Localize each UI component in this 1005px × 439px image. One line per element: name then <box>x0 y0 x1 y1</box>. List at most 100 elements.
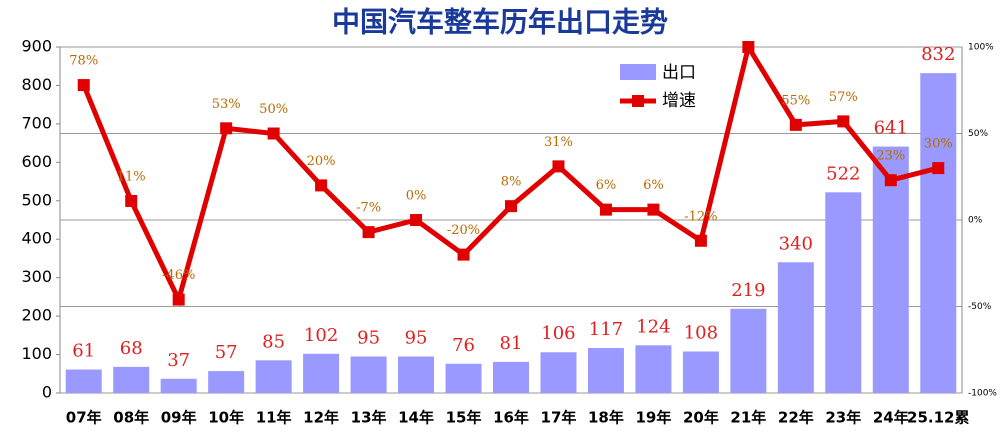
growth-marker <box>837 115 850 128</box>
chart-title: 中国汽车整车历年出口走势 <box>332 6 668 39</box>
bar <box>445 363 482 393</box>
bar-value-label: 219 <box>731 280 765 301</box>
y-tick-label: 400 <box>21 229 52 248</box>
y-tick-label: 500 <box>21 190 52 209</box>
growth-label: 50% <box>259 102 288 117</box>
x-tick-label: 20年 <box>683 409 719 427</box>
bar-value-label: 117 <box>589 319 623 340</box>
bar-value-label: 57 <box>215 342 238 363</box>
growth-label: 57% <box>829 90 858 105</box>
x-tick-label: 15年 <box>446 409 482 427</box>
growth-label: 20% <box>307 154 336 169</box>
y-tick-label: 900 <box>21 37 52 56</box>
x-tick-label: 09年 <box>161 409 197 427</box>
y2-tick-label: 100% <box>968 43 994 53</box>
y-tick-label: 800 <box>21 75 52 94</box>
growth-label: 23% <box>876 149 905 164</box>
x-tick-label: 25.12累 <box>907 409 969 427</box>
growth-marker <box>362 226 375 239</box>
x-tick-label: 10年 <box>208 409 244 427</box>
growth-marker <box>77 79 90 92</box>
x-tick-label: 08年 <box>113 409 149 427</box>
bar <box>398 356 435 393</box>
x-tick-label: 13年 <box>351 409 387 427</box>
bar <box>65 369 102 393</box>
growth-marker <box>552 160 565 173</box>
bar <box>587 348 624 393</box>
y-tick-label: 100 <box>21 344 52 363</box>
bar <box>493 361 529 393</box>
bar-value-label: 106 <box>541 323 575 344</box>
growth-marker <box>457 248 470 261</box>
x-tick-label: 12年 <box>303 409 339 427</box>
bar-value-label: 108 <box>684 322 718 343</box>
legend-label: 出口 <box>662 63 696 83</box>
bar <box>303 353 340 393</box>
bar-value-label: 641 <box>874 118 908 139</box>
growth-marker <box>599 203 612 216</box>
growth-marker <box>125 194 138 207</box>
growth-marker <box>647 203 660 216</box>
bar <box>113 366 150 393</box>
x-tick-label: 16年 <box>493 409 529 427</box>
growth-label: 55% <box>781 93 810 108</box>
y2-tick-label: 50% <box>968 129 988 139</box>
x-tick-label: 19年 <box>635 409 671 427</box>
growth-marker <box>884 174 897 187</box>
y-tick-label: 700 <box>21 113 52 132</box>
bar-value-label: 37 <box>167 350 190 371</box>
growth-label: 53% <box>212 97 241 112</box>
bar-value-label: 102 <box>304 325 338 346</box>
y2-tick-label: -50% <box>968 302 992 312</box>
growth-marker <box>789 118 802 131</box>
bar <box>255 360 292 393</box>
growth-line <box>81 40 939 307</box>
growth-marker <box>505 200 517 213</box>
bar <box>777 262 814 393</box>
bar <box>635 345 672 393</box>
y2-tick-label: -100% <box>968 389 997 399</box>
x-tick-label: 24年 <box>873 409 909 427</box>
growth-label: 78% <box>69 54 98 69</box>
bar-value-label: 522 <box>826 163 860 184</box>
growth-label: -7% <box>356 201 381 216</box>
bar-value-label: 95 <box>357 327 380 348</box>
legend-marker <box>632 95 644 107</box>
y2-tick-label: 0% <box>968 216 983 226</box>
x-tick-label: 07年 <box>66 409 102 427</box>
bar-value-label: 68 <box>120 338 143 359</box>
growth-label: 8% <box>501 175 522 190</box>
bar <box>872 146 909 393</box>
bar-value-label: 76 <box>452 335 475 356</box>
bar <box>825 192 862 393</box>
x-tick-label: 17年 <box>541 409 577 427</box>
growth-label: 11% <box>117 169 146 184</box>
y-tick-label: 0 <box>42 383 52 402</box>
bar-value-label: 81 <box>500 333 523 354</box>
x-tick-label: 14年 <box>398 409 434 427</box>
x-tick-label: 23年 <box>825 409 861 427</box>
bar <box>208 371 245 393</box>
growth-label: 6% <box>596 178 617 193</box>
growth-marker <box>694 234 707 247</box>
growth-label: 0% <box>406 189 427 204</box>
legend-swatch <box>620 64 656 80</box>
growth-marker <box>172 293 185 306</box>
growth-label: 30% <box>924 137 953 152</box>
x-tick-label: 18年 <box>588 409 624 427</box>
growth-marker <box>410 214 423 226</box>
bar-value-label: 340 <box>779 233 813 254</box>
growth-marker <box>267 127 280 140</box>
y-tick-label: 200 <box>21 306 52 325</box>
x-tick-label: 21年 <box>730 409 766 427</box>
growth-marker <box>742 41 755 53</box>
bar-value-label: 832 <box>921 44 955 65</box>
growth-label: -20% <box>447 223 480 238</box>
growth-label: 6% <box>643 178 664 193</box>
bar-value-label: 85 <box>262 331 285 352</box>
x-tick-label: 22年 <box>778 409 814 427</box>
y-tick-label: 600 <box>21 152 52 171</box>
bar <box>350 356 387 393</box>
y-tick-label: 300 <box>21 267 52 286</box>
